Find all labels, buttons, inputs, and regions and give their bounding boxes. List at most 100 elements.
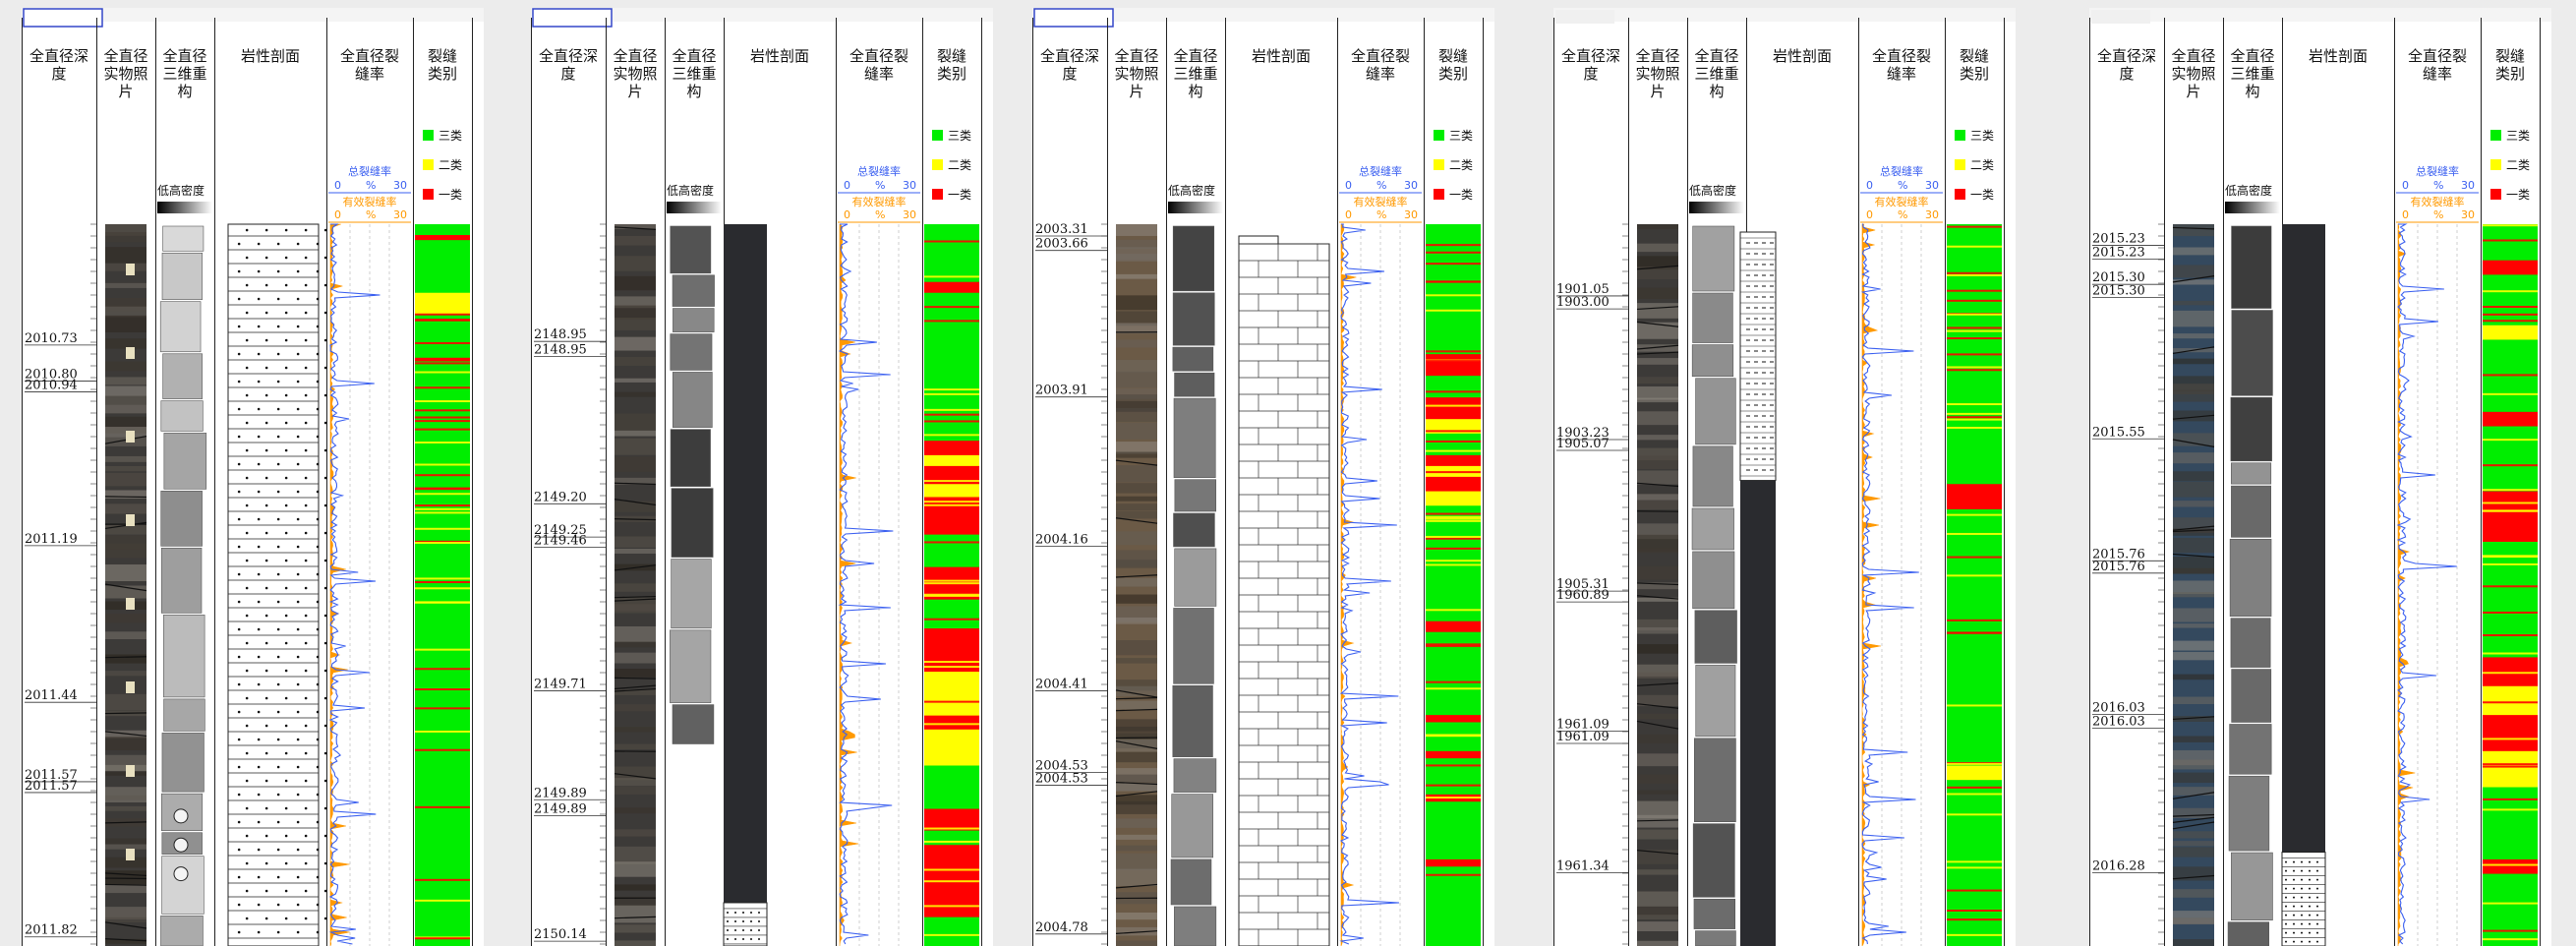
fracture-class-track (924, 224, 979, 946)
fracture-class-streak (924, 408, 979, 411)
fracture-class-streak (924, 666, 979, 669)
legend-swatch-class2 (423, 159, 434, 170)
fracture-class-streak (2483, 738, 2538, 740)
header-fracture-rate: 全直径裂缝率 (340, 47, 399, 83)
fracture-class-band-1 (2483, 858, 2538, 875)
fracture-class-streak (924, 840, 979, 843)
legend-swatch-class3 (423, 130, 434, 141)
fracture-class-streak (415, 937, 470, 940)
header-recon: 全直径三维重构 (1173, 47, 1217, 100)
fracture-class-streak (1947, 813, 2002, 816)
fracture-class-streak (2483, 502, 2538, 504)
fracture-class-streak (1426, 784, 1481, 787)
fracture-class-streak (1947, 793, 2002, 796)
effective-scale-max: 30 (1925, 208, 1939, 221)
fracture-class-streak (1947, 513, 2002, 516)
fracture-class-band-2 (415, 292, 470, 316)
header-recon: 全直径三维重构 (2230, 47, 2274, 100)
fracture-class-streak (1947, 299, 2002, 302)
total-rate-label: 总裂缝率 (857, 164, 901, 178)
fracture-class-streak (1426, 687, 1481, 690)
total-rate-curve (2396, 223, 2457, 945)
fracture-class-band-1 (924, 715, 979, 731)
fracture-class-streak (1426, 309, 1481, 312)
header-photo: 全直径实物照片 (2171, 47, 2215, 100)
fracture-class-band-3 (1426, 505, 1481, 622)
depth-label: 2150.14 (534, 927, 587, 942)
fracture-class-streak (924, 503, 979, 506)
lithology-dark-unit (1740, 480, 1776, 946)
fracture-class-streak (1426, 517, 1481, 520)
fracture-class-band-3 (924, 765, 979, 810)
fracture-class-streak (415, 587, 470, 590)
fracture-class-streak (924, 818, 979, 821)
legend-label-class2: 二类 (948, 158, 971, 172)
fracture-class-streak (415, 441, 470, 443)
fracture-class-streak (1947, 366, 2002, 369)
fracture-class-streak (924, 713, 979, 716)
effective-rate-label: 有效裂缝率 (1354, 195, 1408, 208)
title-box-blur (1555, 10, 1614, 24)
core-tag (126, 514, 135, 526)
header-photo: 全直径实物照片 (613, 47, 657, 100)
fracture-class-streak (1426, 644, 1481, 647)
depth-label: 2015.76 (2092, 560, 2145, 574)
title-box[interactable] (23, 8, 103, 28)
fracture-class-band-1 (1947, 484, 2002, 510)
effective-scale-max: 30 (903, 208, 916, 221)
core-tag (126, 849, 135, 860)
fracture-class-streak (924, 582, 979, 585)
depth-label: 2011.57 (25, 779, 78, 794)
fracture-class-streak (924, 933, 979, 936)
core-photo-track (104, 224, 147, 946)
title-box[interactable] (1033, 8, 1114, 28)
core-photo-track (1115, 224, 1158, 946)
effective-rate-area (329, 223, 350, 946)
legend-swatch-class3 (2490, 130, 2501, 141)
depth-label: 1960.89 (1556, 588, 1610, 603)
depth-label: 2003.91 (1035, 384, 1088, 398)
fracture-class-streak (924, 905, 979, 908)
fracture-class-streak (924, 413, 979, 416)
fracture-class-streak (2483, 320, 2538, 323)
core-tag (126, 681, 135, 693)
fracture-class-band-3 (2483, 873, 2538, 946)
effective-scale-min: 0 (334, 208, 341, 221)
fracture-class-streak (2483, 929, 2538, 932)
fracture-class-streak (2483, 863, 2538, 866)
legend-label-class1: 一类 (1970, 188, 1994, 202)
recon-3d-track (159, 225, 207, 946)
fracture-class-streak (1426, 547, 1481, 550)
depth-label: 1961.34 (1556, 858, 1610, 873)
fracture-class-streak (415, 362, 470, 365)
fracture-class-streak (1426, 764, 1481, 767)
effective-rate-label: 有效裂缝率 (343, 195, 397, 208)
fracture-class-streak (924, 594, 979, 597)
title-box[interactable] (532, 8, 613, 28)
fracture-class-band-1 (924, 465, 979, 485)
legend-label-class3: 三类 (439, 129, 462, 143)
fracture-class-streak (2483, 775, 2538, 778)
effective-scale-min: 0 (844, 208, 850, 221)
depth-label: 2149.89 (534, 801, 587, 816)
fracture-class-streak (924, 868, 979, 871)
fracture-class-streak (415, 504, 470, 507)
header-litho: 岩性剖面 (2309, 47, 2368, 65)
header-recon: 全直径三维重构 (162, 47, 206, 100)
fracture-class-band-3 (415, 361, 470, 946)
fracture-class-streak (2483, 439, 2538, 442)
fracture-class-band-3 (415, 240, 470, 294)
log-panel-4: 全直径深度 全直径实物照片 全直径三维重构 岩性剖面 全直径裂缝率 裂缝类别 三类 二类 一类 低… (1553, 0, 2016, 946)
fracture-class-streak (1947, 866, 2002, 869)
core-tag (126, 347, 135, 359)
header-fracture-class: 裂缝类别 (1438, 47, 1468, 83)
depth-label: 2015.76 (2092, 547, 2145, 562)
depth-label: 2011.19 (25, 532, 78, 547)
fracture-class-streak (1947, 416, 2002, 419)
depth-label: 1903.00 (1556, 295, 1610, 310)
depth-label: 2016.03 (2092, 715, 2145, 730)
